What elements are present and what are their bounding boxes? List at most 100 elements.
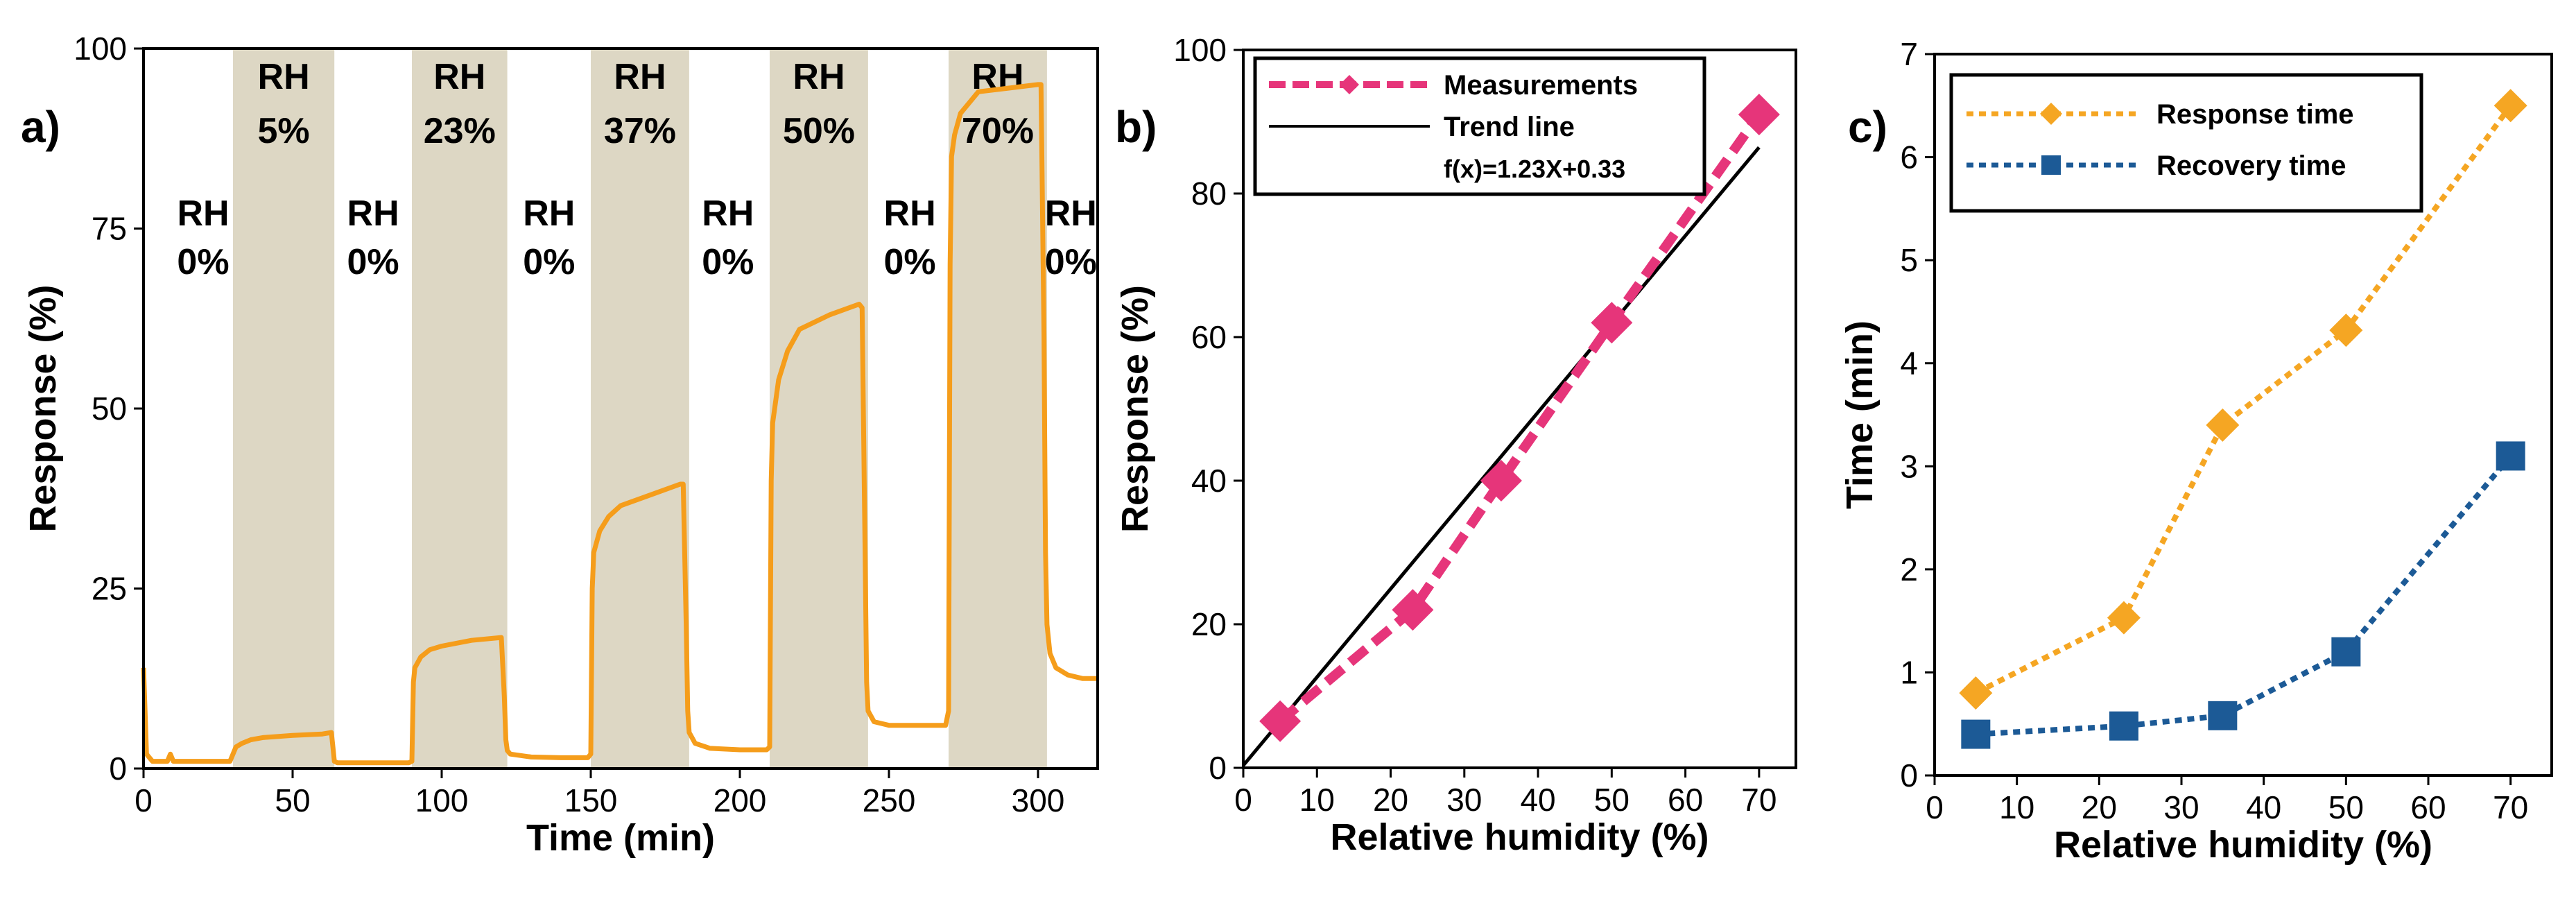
band-label-value: 70% (962, 111, 1034, 151)
x-tick-label: 150 (564, 782, 618, 818)
response-time-line (1974, 103, 2513, 696)
trend-line (1242, 146, 1761, 767)
x-tick-label: 50 (1594, 782, 1630, 818)
dry-label-value: 0% (1045, 242, 1097, 282)
band-label-value: 37% (604, 111, 676, 151)
x-tick-label: 60 (1668, 782, 1703, 818)
humidity-band (770, 49, 868, 769)
measurement-point (1259, 700, 1302, 742)
dry-label-value: 0% (177, 242, 229, 282)
x-tick-label: 40 (1520, 782, 1555, 818)
y-tick-label: 5 (1900, 242, 1918, 278)
y-tick-label: 40 (1191, 463, 1227, 499)
y-axis-label: Response (%) (22, 284, 64, 532)
recovery-time-point (2109, 711, 2138, 741)
y-tick-label: 100 (1173, 32, 1227, 68)
band-label-value: 50% (783, 111, 855, 151)
y-tick-label: 6 (1900, 139, 1918, 175)
x-tick-label: 50 (275, 782, 310, 818)
recovery-time-point (2496, 441, 2525, 471)
band-label-rh: RH (433, 57, 485, 97)
legend-response-label: Response time (2156, 99, 2354, 130)
legend-recovery-label: Recovery time (2156, 151, 2346, 181)
response-time-point (2329, 314, 2363, 347)
dry-label-value: 0% (347, 242, 399, 282)
panel-a: RH 5% RH 23% RH 37% RH 50% RH 70% RH 0% RH 0% RH 0% RH 0%… (21, 31, 1099, 859)
panel-label: b) (1115, 102, 1157, 152)
plot-frame (1933, 53, 2553, 777)
band-label-rh: RH (258, 57, 310, 97)
legend-measurements-marker (1340, 75, 1359, 94)
panel-b: Measurements Trend line f(x)=1.23X+0.33 0 10… (1114, 32, 1797, 858)
x-tick-label: 30 (2163, 789, 2199, 825)
measurement-point (1480, 460, 1522, 501)
dry-label-rh: RH (523, 194, 575, 234)
x-axis-label: Relative humidity (%) (2054, 824, 2432, 866)
x-axis-label: Time (min) (526, 817, 715, 859)
dry-label-value: 0% (702, 242, 754, 282)
y-tick-label: 3 (1900, 448, 1918, 484)
y-tick-label: 80 (1191, 175, 1227, 212)
band-label-value: 23% (424, 111, 496, 151)
x-tick-label: 250 (863, 782, 916, 818)
x-tick-label: 300 (1012, 782, 1065, 818)
plot-frame (1242, 49, 1797, 769)
dry-label-rh: RH (1045, 194, 1097, 234)
band-label-rh: RH (614, 57, 666, 97)
x-tick-label: 0 (135, 782, 153, 818)
panel-label: c) (1848, 102, 1887, 152)
y-tick-label: 2 (1900, 551, 1918, 587)
y-tick-label: 7 (1900, 36, 1918, 72)
legend-response-marker (2040, 103, 2062, 125)
response-curve (141, 82, 1098, 766)
response-time-point (1959, 676, 1993, 710)
recovery-time-line (1976, 454, 2513, 737)
x-tick-label: 10 (1999, 789, 2034, 825)
recovery-time-point (2208, 701, 2238, 730)
measurement-point (1591, 302, 1633, 344)
response-time-point (2493, 89, 2527, 123)
y-tick-label: 75 (92, 211, 127, 247)
x-axis-label: Relative humidity (%) (1330, 816, 1709, 858)
y-tick-label: 100 (74, 31, 127, 67)
x-tick-label: 0 (1926, 789, 1944, 825)
x-tick-label: 70 (1741, 782, 1777, 818)
x-tick-label: 20 (2082, 789, 2117, 825)
y-tick-label: 60 (1191, 319, 1227, 355)
y-tick-label: 20 (1191, 606, 1227, 642)
y-tick-label: 50 (92, 391, 127, 427)
dry-label-value: 0% (884, 242, 936, 282)
panel-label: a) (21, 102, 60, 152)
x-tick-label: 200 (714, 782, 767, 818)
legend-measurements-label: Measurements (1444, 70, 1638, 101)
y-tick-label: 0 (1900, 757, 1918, 793)
y-tick-label: 1 (1900, 654, 1918, 690)
recovery-time-point (2331, 637, 2361, 667)
y-axis-label: Time (min) (1839, 320, 1881, 509)
y-tick-label: 4 (1900, 345, 1918, 381)
x-tick-label: 10 (1299, 782, 1335, 818)
dry-label-value: 0% (523, 242, 575, 282)
y-axis-label: Response (%) (1114, 285, 1156, 533)
y-tick-label: 0 (1209, 750, 1227, 786)
legend-recovery-marker (2041, 155, 2061, 175)
humidity-band (233, 49, 335, 769)
dry-label-rh: RH (347, 194, 399, 234)
measurements-line (1277, 112, 1763, 726)
y-tick-label: 25 (92, 571, 127, 607)
x-tick-label: 30 (1446, 782, 1482, 818)
x-tick-label: 20 (1373, 782, 1408, 818)
measurement-point (1738, 94, 1780, 136)
x-tick-label: 0 (1234, 782, 1252, 818)
response-time-point (2107, 601, 2141, 635)
humidity-band (949, 49, 1047, 769)
humidity-band (412, 49, 508, 769)
x-tick-label: 60 (2410, 789, 2446, 825)
recovery-time-point (1961, 719, 1991, 749)
legend-box (1949, 73, 2423, 213)
band-label-value: 5% (258, 111, 310, 151)
band-label-rh: RH (793, 57, 845, 97)
legend-trend-label: Trend line (1444, 112, 1575, 142)
